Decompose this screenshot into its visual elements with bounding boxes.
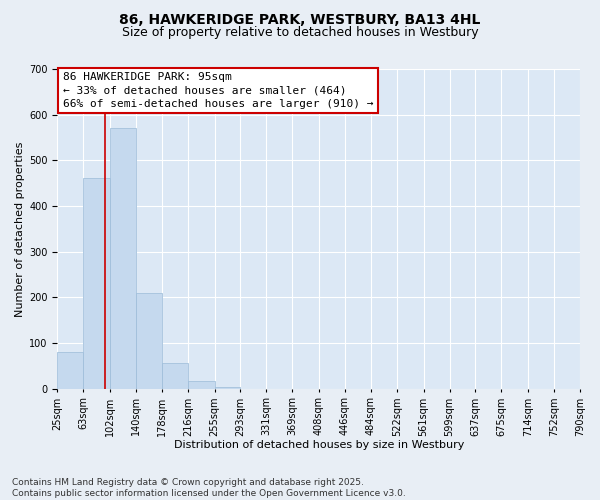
- Bar: [110, 128, 136, 388]
- Bar: [83, 178, 110, 388]
- Text: Contains HM Land Registry data © Crown copyright and database right 2025.
Contai: Contains HM Land Registry data © Crown c…: [12, 478, 406, 498]
- Bar: [58, 352, 83, 389]
- X-axis label: Distribution of detached houses by size in Westbury: Distribution of detached houses by size …: [173, 440, 464, 450]
- Bar: [162, 362, 188, 388]
- Y-axis label: Number of detached properties: Number of detached properties: [15, 141, 25, 316]
- Bar: [215, 387, 241, 388]
- Text: 86 HAWKERIDGE PARK: 95sqm
← 33% of detached houses are smaller (464)
66% of semi: 86 HAWKERIDGE PARK: 95sqm ← 33% of detac…: [62, 72, 373, 108]
- Text: 86, HAWKERIDGE PARK, WESTBURY, BA13 4HL: 86, HAWKERIDGE PARK, WESTBURY, BA13 4HL: [119, 12, 481, 26]
- Text: Size of property relative to detached houses in Westbury: Size of property relative to detached ho…: [122, 26, 478, 39]
- Bar: [136, 293, 162, 388]
- Bar: [188, 381, 215, 388]
